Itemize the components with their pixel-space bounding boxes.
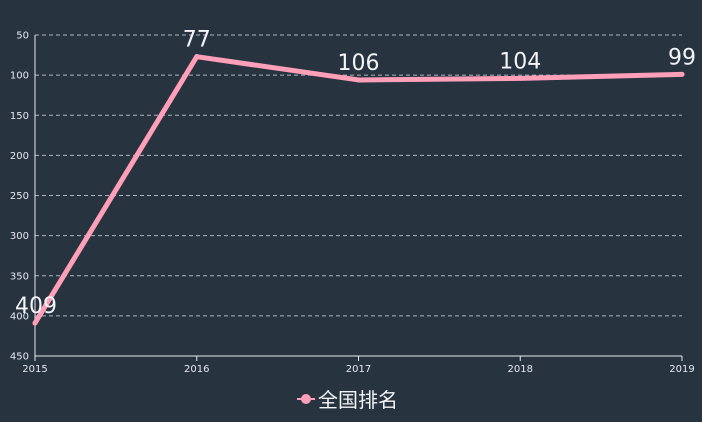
- grid-lines: [35, 34, 682, 317]
- x-tick-label: 2019: [669, 364, 694, 375]
- y-tick-label: 350: [10, 271, 29, 282]
- series-lines: [32, 54, 685, 326]
- y-tick-label: 250: [10, 191, 29, 202]
- x-tick-label: 2017: [346, 364, 371, 375]
- series-point[interactable]: [679, 71, 685, 77]
- y-tick-label: 450: [10, 352, 29, 363]
- x-tick-label: 2015: [22, 364, 47, 375]
- data-label: 106: [338, 51, 380, 76]
- data-label: 99: [668, 45, 696, 70]
- y-tick-label: 400: [10, 311, 29, 322]
- y-tick-label: 200: [10, 151, 29, 162]
- series-point[interactable]: [517, 75, 523, 81]
- y-tick-label: 100: [10, 71, 29, 82]
- y-tick-label: 50: [16, 31, 29, 42]
- data-label: 77: [183, 28, 211, 53]
- data-label: 409: [15, 294, 57, 319]
- axes: [34, 35, 683, 361]
- legend-series-marker-icon: [301, 394, 311, 404]
- legend-series-label[interactable]: 全国排名: [318, 388, 398, 412]
- x-tick-label: 2018: [508, 364, 533, 375]
- y-tick-label: 150: [10, 111, 29, 122]
- legend[interactable]: 全国排名: [297, 388, 398, 412]
- data-label: 104: [499, 49, 541, 74]
- y-tick-label: 300: [10, 231, 29, 242]
- series-point[interactable]: [194, 54, 200, 60]
- series-point[interactable]: [32, 320, 38, 326]
- data-labels: 409 77 106 104 99: [15, 28, 696, 319]
- x-tick-label: 2016: [184, 364, 209, 375]
- series-point[interactable]: [356, 77, 361, 83]
